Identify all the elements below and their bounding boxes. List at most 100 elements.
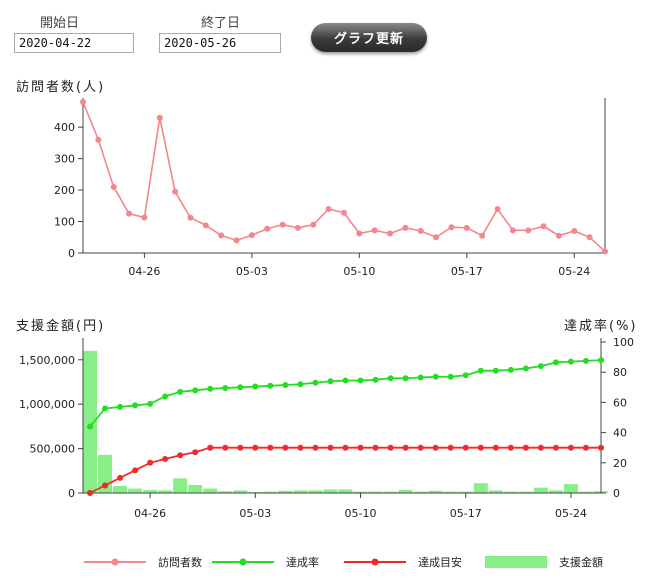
visitors-point	[341, 209, 347, 216]
legend-label-achievement: 達成率	[286, 556, 319, 569]
support-bar	[353, 491, 368, 493]
start-date-input[interactable]	[14, 33, 134, 53]
visitors-point	[387, 230, 394, 237]
visitors-point	[371, 227, 378, 234]
achievement-point	[387, 375, 394, 382]
x-tick-label: 04-26	[134, 507, 166, 520]
legend-item-achievement: 達成率	[212, 551, 319, 573]
support-bar	[383, 491, 398, 493]
support-bar	[578, 491, 593, 493]
visitors-point	[402, 224, 409, 231]
visitors-point	[110, 183, 117, 190]
visitors-point	[95, 136, 102, 143]
target-point	[147, 459, 154, 466]
support-bar	[128, 488, 143, 493]
achievement-point	[432, 373, 439, 380]
achievement-point	[598, 357, 604, 364]
support-bar	[293, 490, 308, 493]
support-bar	[218, 491, 233, 493]
support-bar	[518, 491, 533, 493]
x-tick-label: 05-24	[558, 265, 590, 278]
y-tick-label: 400	[54, 121, 75, 134]
target-point	[598, 444, 604, 451]
legend-item-support: 支援金額	[485, 551, 603, 573]
support-bar	[82, 350, 98, 493]
target-point	[447, 444, 454, 451]
achievement-point	[147, 400, 154, 407]
target-point	[282, 444, 289, 451]
achievement-point	[522, 365, 529, 372]
visitors-point	[540, 223, 547, 230]
target-point	[507, 444, 514, 451]
target-point	[582, 444, 589, 451]
visitors-point	[156, 114, 163, 121]
achievement-point	[552, 359, 559, 366]
support-bar	[533, 487, 548, 493]
support-bar	[428, 490, 443, 493]
visitors-point	[187, 214, 194, 221]
visitors-point	[279, 221, 286, 228]
legend-label-target: 達成目安	[418, 556, 462, 569]
end-date-input[interactable]	[159, 33, 281, 53]
target-point	[102, 482, 109, 489]
target-line	[89, 446, 601, 494]
achievement-point	[417, 374, 424, 381]
x-tick-label: 05-24	[555, 507, 587, 520]
support-bar	[398, 489, 413, 493]
legend-swatch-target	[344, 558, 406, 566]
target-point	[192, 449, 199, 456]
visitors-point	[233, 237, 240, 244]
support-bar	[143, 489, 158, 493]
achievement-point	[567, 358, 574, 365]
chart-legend: 訪問者数 達成率 達成目安 支援金額	[0, 551, 654, 573]
support-bar	[203, 488, 218, 493]
legend-label-visitors: 訪問者数	[158, 556, 202, 569]
update-graph-button[interactable]: グラフ更新	[311, 23, 427, 52]
target-point	[327, 444, 334, 451]
end-date-label: 終了日	[201, 16, 241, 31]
y2-tick-label: 0	[613, 487, 620, 500]
target-point	[522, 444, 529, 451]
target-point	[567, 444, 574, 451]
y-tick-label: 1,000,000	[19, 398, 75, 411]
visitors-point	[463, 224, 470, 231]
y-tick-label: 300	[54, 153, 75, 166]
legend-label-support: 支援金額	[559, 556, 603, 569]
achievement-point	[342, 377, 349, 384]
support-chart: 0 500,000 1,000,000 1,500,000 0 20 40 60 80 100 04…	[19, 336, 634, 520]
achievement-point	[537, 363, 544, 370]
y2-tick-label: 40	[613, 427, 627, 440]
achievement-point	[102, 405, 109, 412]
target-point	[387, 444, 394, 451]
visitors-point	[433, 234, 440, 241]
achievement-point	[117, 403, 124, 410]
y2-tick-label: 60	[613, 396, 627, 409]
achievement-axis-title: 達成率(%)	[564, 319, 638, 334]
visitors-point	[310, 221, 317, 228]
visitors-point	[172, 188, 179, 195]
achievement-point	[297, 381, 304, 388]
target-point	[87, 490, 93, 496]
support-bar	[488, 490, 503, 493]
target-point	[117, 474, 124, 481]
visitors-point	[586, 234, 593, 241]
achievement-point	[237, 384, 244, 391]
support-bar	[278, 490, 293, 493]
y-tick-label: 1,500,000	[19, 354, 75, 367]
target-point	[462, 444, 469, 451]
target-point	[432, 444, 439, 451]
achievement-point	[207, 385, 214, 392]
achievement-point	[357, 377, 364, 384]
visitors-point	[555, 232, 562, 239]
y-tick-label: 0	[68, 487, 75, 500]
target-point	[162, 456, 169, 463]
legend-swatch-visitors	[84, 558, 146, 566]
y-tick-label: 0	[68, 247, 75, 260]
support-bar	[158, 490, 173, 493]
start-date-label: 開始日	[40, 16, 80, 31]
achievement-point	[222, 385, 229, 392]
support-bar	[473, 483, 488, 493]
visitors-point	[325, 205, 332, 212]
support-bar	[368, 491, 383, 493]
visitors-point	[202, 222, 209, 229]
